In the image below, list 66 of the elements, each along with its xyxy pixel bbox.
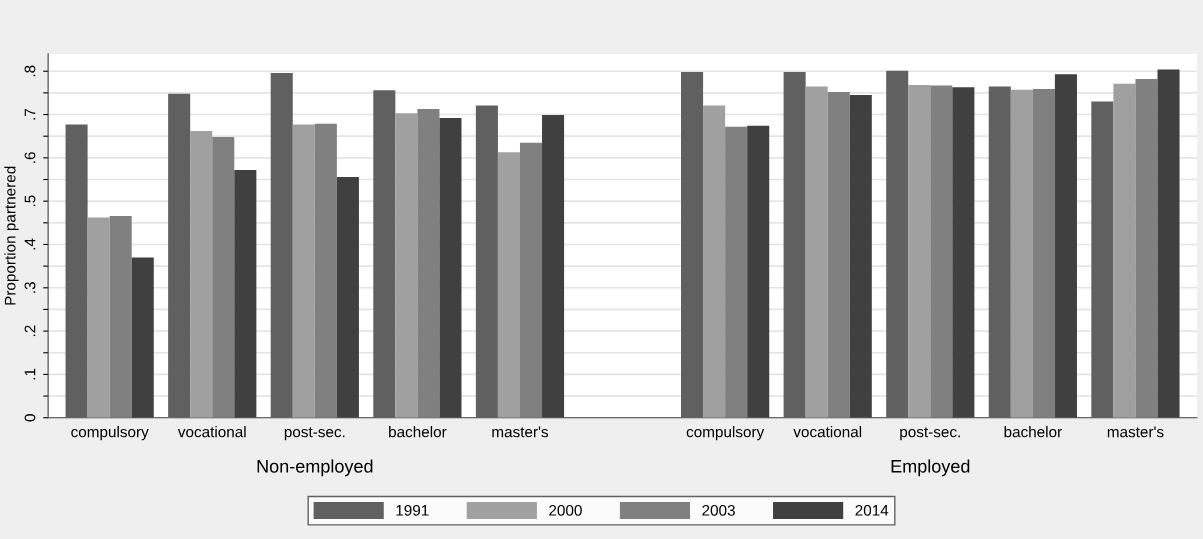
bar [908, 85, 931, 418]
bar [1157, 69, 1180, 418]
bar [1091, 101, 1114, 418]
bar [234, 169, 257, 418]
legend-label: 2003 [702, 504, 735, 516]
bar [87, 217, 110, 418]
bar [542, 114, 565, 418]
legend-label: 2014 [855, 504, 889, 516]
bar [1032, 88, 1055, 418]
x-tick-label: compulsory [686, 426, 765, 441]
y-tick-label: .1 [24, 368, 36, 380]
bar [1135, 79, 1158, 418]
bar [930, 85, 953, 418]
x-tick-label: master's [492, 426, 549, 438]
bar [886, 70, 909, 418]
text: Employed [891, 459, 970, 477]
bar [849, 95, 872, 418]
y-tick-label: .6 [24, 152, 36, 163]
x-tick-label: vocational [177, 426, 246, 438]
x-tick-label: bachelor [389, 426, 447, 438]
bar [417, 108, 440, 418]
bar [827, 92, 850, 418]
bar [1054, 74, 1077, 418]
bar [725, 126, 748, 418]
x-tick-label: post-sec. [900, 427, 960, 441]
bar [336, 176, 359, 418]
bar [475, 105, 498, 418]
x-tick-label: master's [1107, 426, 1164, 438]
bar [190, 131, 213, 418]
y-tick-label: .7 [24, 108, 36, 120]
bar [314, 123, 337, 418]
bar [747, 125, 770, 418]
bar [497, 152, 520, 418]
legend-label: 2000 [549, 504, 582, 516]
y-tick-label: 0 [24, 414, 36, 422]
bar [395, 113, 418, 418]
legend-label: 1991 [396, 504, 429, 516]
y-tick-label: .5 [24, 195, 36, 207]
bar [131, 257, 154, 418]
y-axis-title: Proportion partnered [4, 166, 19, 305]
bar [703, 105, 726, 418]
x-tick-label: post-sec. [284, 427, 345, 441]
x-tick-label: bachelor [1004, 426, 1062, 438]
bar [439, 118, 462, 418]
bar [681, 72, 704, 418]
bar [805, 86, 828, 418]
bar [109, 215, 132, 418]
y-tick-label: .8 [24, 65, 36, 77]
bar [292, 124, 315, 418]
y-tick-label: .4 [24, 238, 36, 250]
x-tick-label: compulsory [71, 426, 149, 441]
x-tick-label: vocational [793, 426, 862, 438]
bar [373, 90, 396, 418]
bar [1113, 83, 1136, 418]
bar [212, 137, 235, 418]
bar [168, 93, 191, 418]
y-tick-label: .2 [24, 325, 36, 337]
text: Non-employed [257, 459, 373, 477]
y-tick-label: .3 [24, 282, 36, 293]
bar [1010, 89, 1033, 418]
bar [270, 72, 293, 418]
bar [65, 124, 88, 418]
bar [519, 142, 543, 418]
bar [988, 86, 1011, 418]
bar [783, 72, 806, 418]
bar [952, 87, 975, 418]
